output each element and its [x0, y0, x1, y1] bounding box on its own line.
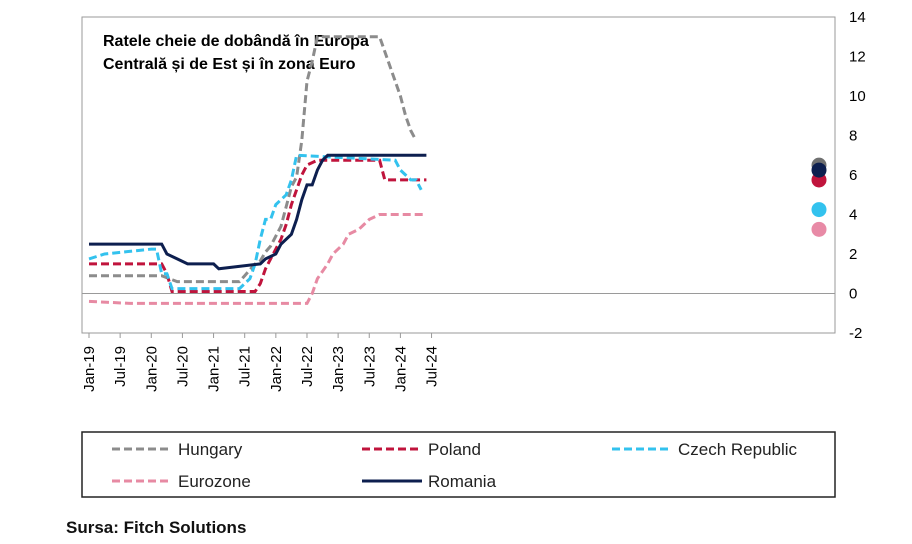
chart-title-line-1: Ratele cheie de dobândă în Europa: [103, 33, 369, 50]
x-axis-ticks: Jan-19 Jul-19 Jan-20 Jul-20 Jan-21 Jul-21 Jan-…: [81, 333, 441, 392]
y-axis-ticks: 14 12 10 8 6 4 2 0 -2: [849, 9, 866, 342]
series-line-eurozone: [88, 213, 427, 305]
legend-label-eurozone: Eurozone: [178, 472, 251, 491]
x-tick-label: Jul-20: [174, 346, 191, 387]
x-tick-label: Jul-19: [112, 346, 129, 387]
x-tick-label: Jan-19: [81, 346, 98, 392]
series-line-czech-republic: [88, 153, 423, 291]
legend-item-czech-republic: Czech Republic: [612, 440, 798, 459]
legend: Hungary Poland Czech Republic Eurozone Roman…: [112, 440, 798, 491]
x-tick-label: Jan-22: [268, 346, 285, 392]
y-tick-label: 12: [849, 49, 866, 66]
y-tick-label: 0: [849, 286, 857, 303]
y-tick-label: 14: [849, 9, 866, 26]
legend-label-czech-republic: Czech Republic: [678, 440, 798, 459]
end-marker-czech-republic: [811, 202, 827, 218]
y-tick-label: -2: [849, 325, 862, 342]
series-line-hungary: [89, 35, 418, 284]
y-tick-label: 2: [849, 246, 857, 263]
x-tick-label: Jan-21: [206, 346, 223, 392]
y-tick-label: 8: [849, 128, 857, 145]
series-line-romania: [89, 153, 427, 271]
legend-item-romania: Romania: [362, 472, 497, 491]
legend-box: [81, 431, 836, 498]
legend-item-eurozone: Eurozone: [112, 472, 251, 491]
end-marker-eurozone: [811, 221, 827, 237]
y-tick-label: 10: [849, 88, 866, 105]
x-tick-label: Jan-24: [392, 346, 409, 392]
end-marker-layer: [811, 157, 827, 237]
end-marker-romania: [811, 162, 827, 178]
legend-label-hungary: Hungary: [178, 440, 243, 459]
y-tick-label: 6: [849, 167, 857, 184]
x-tick-label: Jan-23: [330, 346, 347, 392]
x-tick-label: Jul-23: [361, 346, 378, 387]
chart-title-line-2: Centrală și de Est și în zona Euro: [103, 56, 356, 73]
x-tick-label: Jul-24: [424, 346, 441, 387]
x-tick-label: Jan-20: [143, 346, 160, 392]
plot-frame: [81, 16, 836, 334]
legend-item-poland: Poland: [362, 440, 481, 459]
source-note: Sursa: Fitch Solutions: [66, 518, 247, 537]
x-tick-label: Jul-21: [237, 346, 254, 387]
series-line-poland: [89, 158, 427, 293]
legend-item-hungary: Hungary: [112, 440, 243, 459]
legend-label-romania: Romania: [428, 472, 497, 491]
x-tick-label: Jul-22: [299, 346, 316, 387]
y-tick-label: 4: [849, 207, 857, 224]
series-layer: [88, 35, 427, 305]
legend-label-poland: Poland: [428, 440, 481, 459]
